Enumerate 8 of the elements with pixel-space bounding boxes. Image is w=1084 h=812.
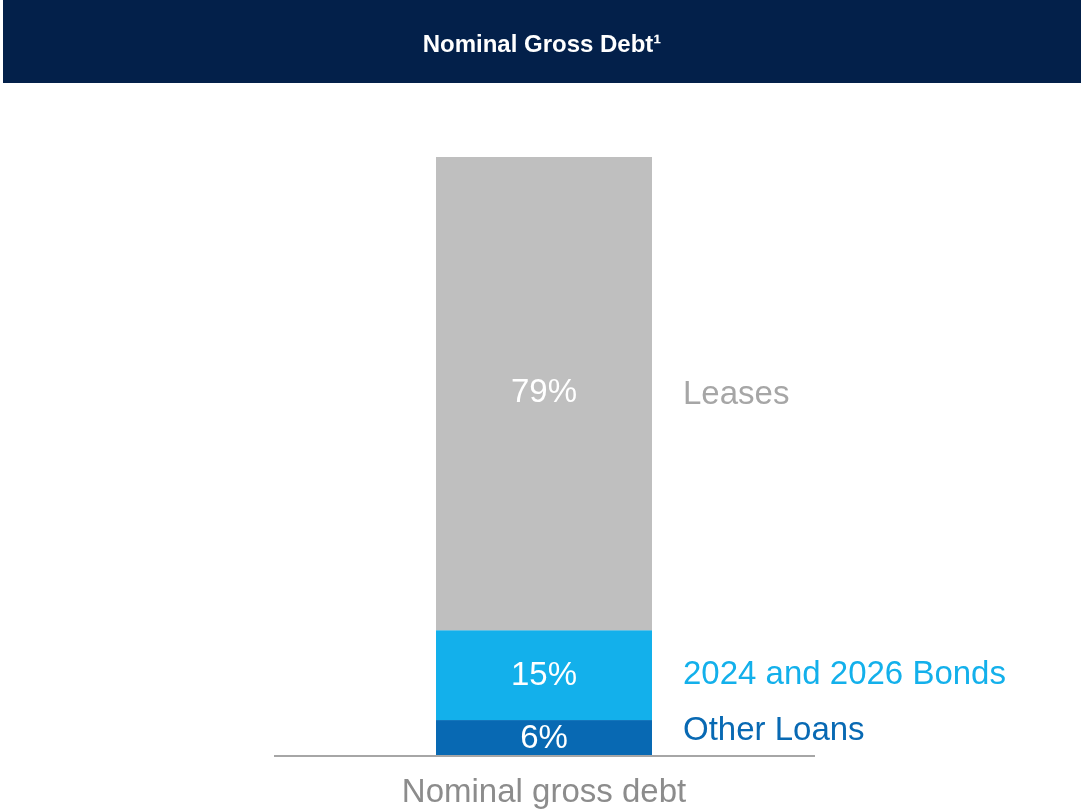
data-label: 79% bbox=[510, 371, 578, 409]
x-tick-label: Nominal gross debt bbox=[401, 771, 687, 809]
data-label: 6% bbox=[520, 717, 568, 755]
series-label: Leases bbox=[683, 373, 790, 411]
chart-title: Nominal Gross Debt¹ bbox=[422, 30, 662, 58]
data-label: 15% bbox=[510, 654, 578, 692]
series-label: 2024 and 2026 Bonds bbox=[683, 653, 1006, 691]
series-label: Other Loans bbox=[683, 709, 865, 747]
